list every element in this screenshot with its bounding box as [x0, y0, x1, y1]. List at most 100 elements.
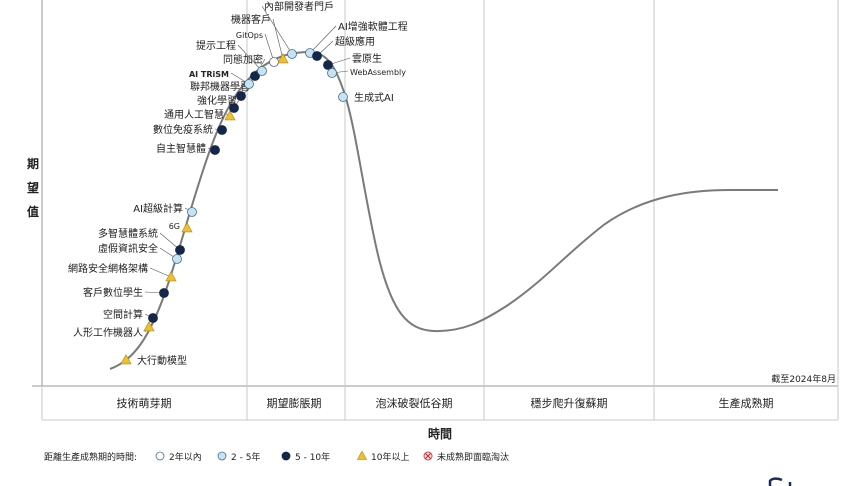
marker-circle [250, 71, 260, 81]
technology-label: 客戶數位學生 [83, 286, 143, 299]
technology-label: 聯邦機器學習 [190, 80, 250, 93]
marker-circle [244, 79, 254, 89]
hype-curve [109, 50, 778, 370]
phase-label: 期望膨脹期 [267, 396, 322, 410]
phase-labels: 技術萌芽期 期望膨脹期 泡沫破裂低谷期 穩步爬升復蘇期 生產成熟期 [117, 396, 774, 410]
technology-markers: 大行動模型 人形工作機器人 空間計算 客戶數位學生 網路安全網格架構 虛假資訊安全多智慧體… [68, 0, 408, 367]
marker-circle [187, 207, 197, 217]
technology-label: 網路安全網格架構 [68, 262, 148, 275]
technology-label: GitOps [236, 31, 263, 40]
legend-label: 2年以內 [169, 451, 202, 463]
technology-label: 自主智慧體 [156, 142, 206, 155]
technology-label: 超級應用 [335, 35, 375, 48]
marker-circle [175, 245, 185, 255]
technology-label: 通用人工智慧 [164, 108, 224, 121]
marker-triangle [277, 53, 289, 64]
svg-text:期望值: 期望值 [27, 156, 39, 219]
technology-item: 生成式AI [338, 91, 394, 104]
technology-label: 大行動模型 [137, 354, 187, 367]
marker-circle [327, 68, 337, 78]
technology-label: 數位免疫系統 [153, 123, 213, 136]
marker-circle [172, 254, 182, 264]
marker-circle [229, 103, 239, 113]
marker-triangle [224, 110, 236, 121]
technology-label: 6G [169, 222, 180, 231]
technology-item: 網路安全網格架構 [68, 262, 177, 282]
marker-circle [338, 92, 348, 102]
marker-circle [287, 49, 297, 59]
legend-item-lt2: 2年以內 [155, 451, 202, 463]
leader-line [237, 44, 263, 72]
marker-circle [312, 51, 322, 61]
legend-label: 2 - 5年 [231, 451, 260, 463]
marker-circle [217, 451, 227, 461]
technology-label: 機器客戶 [231, 13, 271, 26]
technology-label: 提示工程 [196, 40, 236, 52]
technology-item: 數位免疫系統 [153, 123, 227, 136]
technology-label: 空間計算 [103, 308, 143, 321]
technology-label: 雲原生 [352, 52, 382, 65]
leader-line [272, 18, 284, 60]
legend-item-y5to10: 5 - 10年 [281, 451, 330, 463]
technology-item: AI TRiSM [189, 70, 254, 89]
technology-label: AI超級計算 [133, 202, 183, 215]
technology-item: 客戶數位學生 [83, 286, 169, 299]
technology-item: 聯邦機器學習 [190, 80, 253, 101]
technology-item: AI超級計算 [133, 202, 197, 217]
legend-label: 5 - 10年 [295, 451, 330, 463]
marker-circle [323, 60, 333, 70]
technology-item: 內部開發者門戶 [261, 0, 334, 59]
marker-triangle [120, 354, 132, 365]
marker-triangle [356, 450, 368, 460]
legend: 距離生產成熟期的時間: 2年以內 2 - 5年 5 - 10年 10年以上 未成熟即面臨… [44, 450, 509, 463]
marker-circle [210, 145, 220, 155]
technology-label: AI TRiSM [189, 70, 229, 79]
legend-label: 10年以上 [371, 451, 409, 463]
technology-label: WebAssembly [350, 68, 406, 77]
x-axis-title: 時間 [428, 426, 452, 441]
marker-circle [159, 288, 169, 298]
plot-frame [32, 0, 839, 421]
marker-circle [155, 451, 165, 461]
marker-x [423, 451, 433, 461]
marker-circle [236, 91, 246, 101]
technology-item: 自主智慧體 [156, 142, 220, 155]
phase-label: 穩步爬升復蘇期 [531, 396, 608, 410]
marker-circle [148, 313, 158, 323]
y-axis-title: 期望值 [27, 156, 39, 219]
legend-item-y2to5: 2 - 5年 [217, 451, 260, 463]
leader-line [149, 267, 172, 278]
marker-circle [217, 125, 227, 135]
technology-item: WebAssembly [327, 68, 406, 78]
leader-line [261, 5, 293, 55]
technology-item: 超級應用 [312, 35, 375, 61]
technology-item: 提示工程 [196, 40, 267, 76]
marker-triangle [143, 321, 155, 332]
technology-label: 人形工作機器人 [73, 326, 143, 339]
phase-label: 泡沫破裂低谷期 [376, 396, 453, 410]
phase-label: 生產成熟期 [719, 396, 774, 410]
legend-label: 未成熟即面臨淘汰 [437, 451, 509, 463]
technology-label: 多智慧體系統 [98, 227, 158, 240]
marker-circle [257, 66, 267, 76]
technology-label: 虛假資訊安全 [98, 242, 158, 255]
phase-label: 技術萌芽期 [117, 396, 172, 410]
leader-line [309, 25, 337, 54]
as-of-note: 截至2024年8月 [771, 373, 836, 385]
technology-item: 6G [169, 222, 193, 233]
leader-line [264, 33, 275, 63]
technology-item: 人形工作機器人 [73, 321, 155, 339]
marker-circle [281, 451, 291, 461]
technology-item: 強化學習 [197, 94, 240, 113]
marker-triangle [181, 222, 193, 233]
technology-item: 同態加密 [223, 53, 266, 81]
technology-item: 空間計算 [103, 308, 158, 323]
technology-item: 虛假資訊安全 [98, 242, 182, 264]
technology-label: 同態加密 [223, 53, 263, 66]
technology-item: 多智慧體系統 [98, 227, 185, 255]
technology-label: 內部開發者門戶 [264, 0, 334, 13]
gartner-logo-fragment [768, 477, 792, 486]
marker-triangle [165, 271, 177, 282]
technology-label: AI增強軟體工程 [338, 20, 408, 33]
